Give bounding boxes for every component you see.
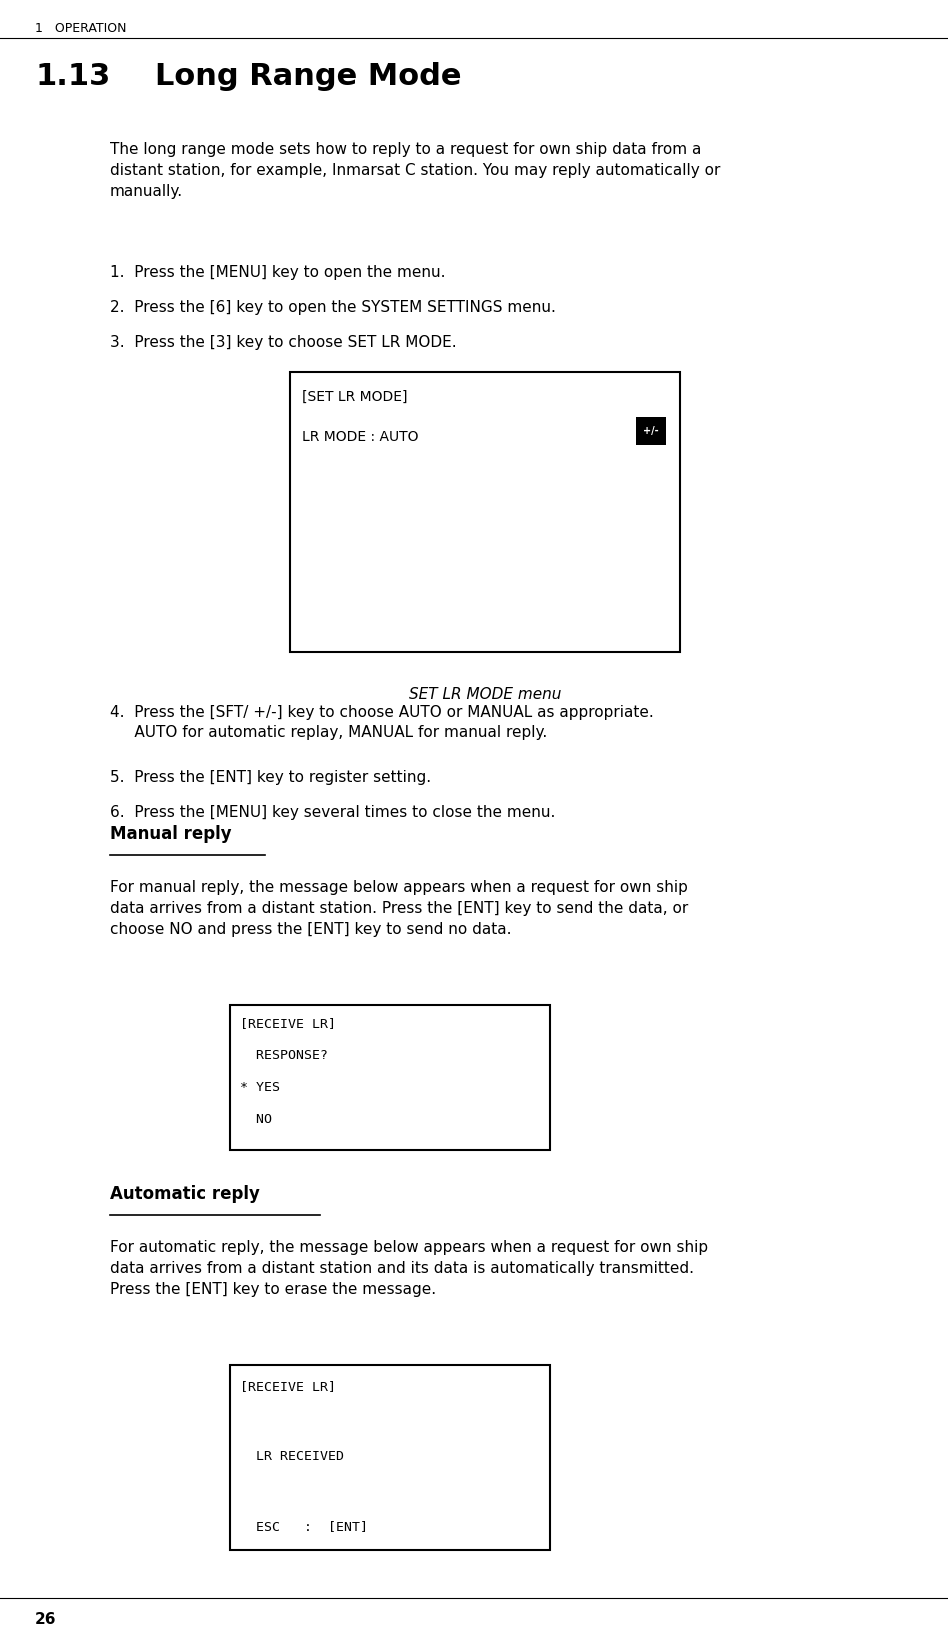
Text: * YES: * YES [240, 1082, 280, 1095]
Text: For manual reply, the message below appears when a request for own ship
data arr: For manual reply, the message below appe… [110, 881, 688, 936]
Text: SET LR MODE menu: SET LR MODE menu [409, 686, 561, 703]
Text: 6.  Press the [MENU] key several times to close the menu.: 6. Press the [MENU] key several times to… [110, 806, 556, 820]
Bar [230, 1005, 550, 1150]
Bar [636, 417, 666, 444]
Text: 2.  Press the [6] key to open the SYSTEM SETTINGS menu.: 2. Press the [6] key to open the SYSTEM … [110, 301, 556, 315]
Bar [290, 373, 680, 652]
Text: 1.13: 1.13 [35, 62, 110, 92]
Text: 4.  Press the [SFT/ +/-] key to choose AUTO or MANUAL as appropriate.
     AUTO : 4. Press the [SFT/ +/-] key to choose AU… [110, 704, 654, 740]
Text: 5.  Press the [ENT] key to register setting.: 5. Press the [ENT] key to register setti… [110, 770, 431, 784]
Text: [SET LR MODE]: [SET LR MODE] [302, 391, 408, 404]
Text: 26: 26 [35, 1613, 57, 1627]
Text: 1.  Press the [MENU] key to open the menu.: 1. Press the [MENU] key to open the menu… [110, 265, 446, 279]
Text: Automatic reply: Automatic reply [110, 1185, 260, 1203]
Text: [RECEIVE LR]: [RECEIVE LR] [240, 1016, 336, 1029]
Text: Long Range Mode: Long Range Mode [155, 62, 462, 92]
Text: LR MODE : AUTO: LR MODE : AUTO [302, 430, 418, 444]
Text: For automatic reply, the message below appears when a request for own ship
data : For automatic reply, the message below a… [110, 1240, 708, 1297]
Text: The long range mode sets how to reply to a request for own ship data from a
dist: The long range mode sets how to reply to… [110, 142, 720, 199]
Text: 3.  Press the [3] key to choose SET LR MODE.: 3. Press the [3] key to choose SET LR MO… [110, 335, 457, 350]
Bar [230, 1364, 550, 1551]
Text: 1   OPERATION: 1 OPERATION [35, 21, 126, 34]
Text: [RECEIVE LR]: [RECEIVE LR] [240, 1381, 336, 1394]
Text: +/-: +/- [643, 426, 659, 436]
Text: Manual reply: Manual reply [110, 825, 231, 843]
Text: LR RECEIVED: LR RECEIVED [240, 1449, 344, 1462]
Text: ESC   :  [ENT]: ESC : [ENT] [240, 1520, 368, 1533]
Text: RESPONSE?: RESPONSE? [240, 1049, 328, 1062]
Text: NO: NO [240, 1113, 272, 1126]
